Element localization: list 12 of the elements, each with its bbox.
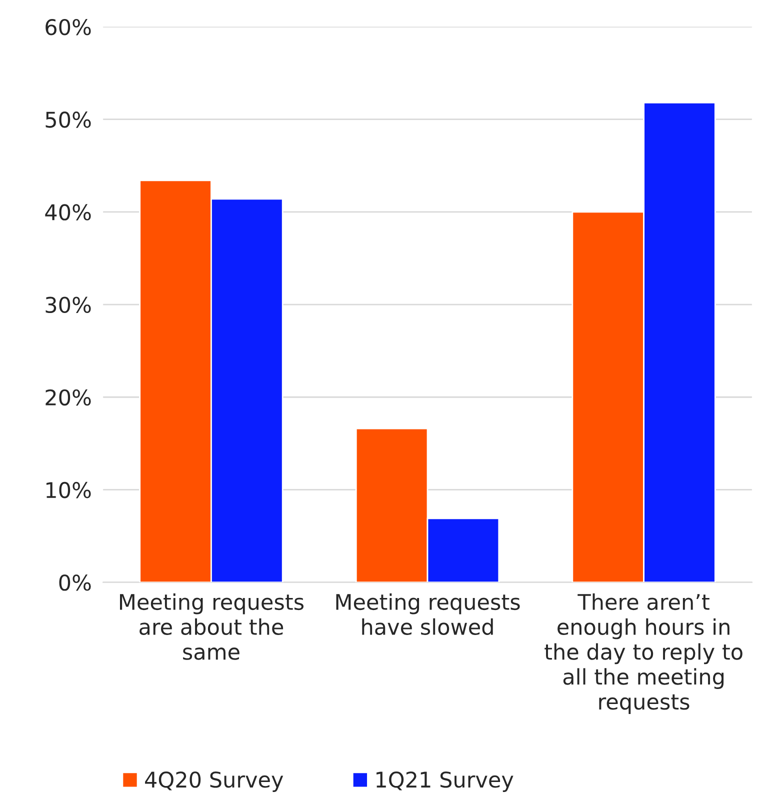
y-tick-label: 20% <box>46 389 91 406</box>
x-tick-label: Meeting requests have slowed <box>336 593 520 635</box>
y-tick-label: 0% <box>59 574 91 591</box>
y-tick-label: 40% <box>45 204 91 220</box>
y-tick-label: 10% <box>46 482 91 498</box>
x-tick-label: There aren’t enough hours in the day to reply to all the meeting requests <box>544 593 742 714</box>
y-tick-label: 50% <box>46 112 91 128</box>
x-tick-label: Meeting requests are about the same <box>120 593 304 660</box>
legend-label: 4Q20 Survey <box>145 771 284 792</box>
y-tick-label: 60% <box>46 18 91 36</box>
legend-label: 1Q21 Survey <box>376 771 514 792</box>
y-tick-label: 30% <box>46 296 91 314</box>
